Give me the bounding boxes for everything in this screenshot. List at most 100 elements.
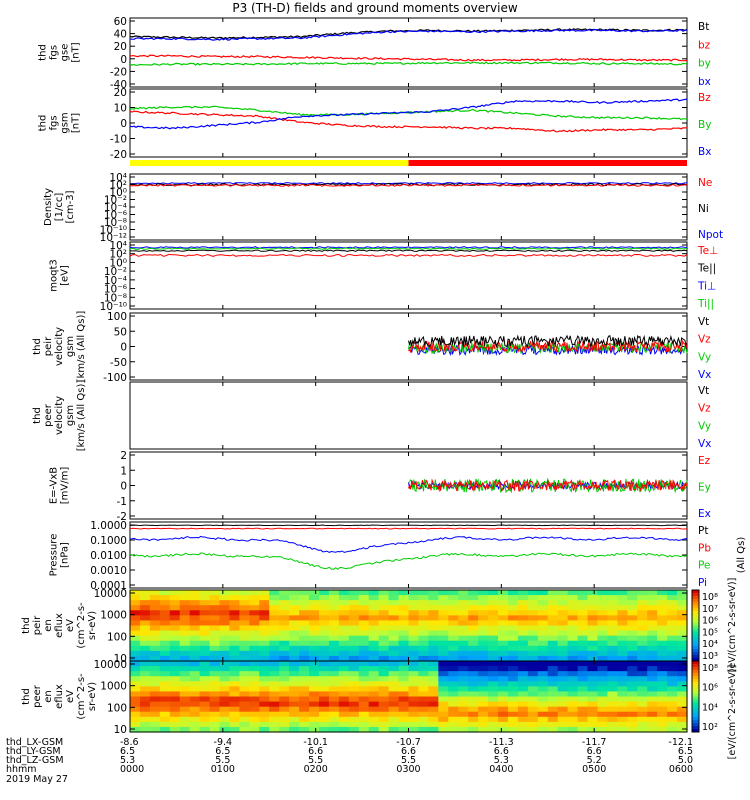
spectrogram-cell — [478, 650, 489, 657]
colorbar-tick-label: 10⁴ — [702, 702, 718, 713]
spectrogram-cell — [179, 686, 191, 693]
spectrogram-cell — [289, 686, 300, 693]
spectrogram-cell — [289, 640, 300, 647]
spectrogram-cell — [488, 666, 499, 672]
spectrogram-cell — [607, 600, 618, 606]
spectrogram-cell — [418, 600, 429, 606]
spectrogram-cell — [259, 671, 270, 677]
spectrogram-cell — [279, 696, 290, 703]
colorbar-segment — [692, 693, 699, 697]
spectrogram-cell — [318, 716, 330, 723]
spectrogram-cell — [199, 691, 211, 698]
colorbar-segment — [692, 592, 699, 597]
spectrogram-cell — [388, 676, 400, 682]
spectrogram-cell — [597, 691, 609, 698]
spectrogram-cell — [139, 625, 151, 632]
spectrogram-cell — [368, 676, 380, 682]
spectrogram-cell — [239, 691, 250, 698]
spectrogram-cell — [418, 615, 429, 622]
spectrogram-cell — [130, 681, 141, 687]
spectrogram-cell — [348, 706, 360, 713]
y-tick-label: 10⁻¹⁰ — [100, 225, 127, 237]
legend-entry: Vz — [698, 403, 711, 415]
spectrogram-cell — [179, 650, 191, 657]
colorbar-tick-label: 10² — [702, 722, 718, 733]
spectrogram-cell — [527, 610, 539, 616]
spectrogram-cell — [557, 701, 569, 708]
panel-frame — [129, 381, 688, 450]
spectrogram-cell — [299, 655, 310, 662]
spectrogram-cell — [577, 691, 589, 698]
spectrogram-cell — [229, 615, 241, 622]
y-tick-label: 1.0000 — [90, 520, 127, 532]
spectrogram-cell — [309, 610, 320, 616]
spectrogram-cell — [478, 610, 489, 616]
spectrogram-cell — [229, 620, 241, 627]
spectrogram-cell — [378, 671, 390, 677]
colorbar-segment — [692, 661, 699, 665]
spectrogram-cell — [587, 600, 599, 606]
side-label: (All Qs) — [736, 537, 747, 574]
y-tick-label: 50 — [114, 326, 127, 338]
spectrogram-cell — [388, 640, 400, 647]
spectrogram-cell — [179, 726, 191, 733]
trace-line — [408, 334, 688, 349]
spectrogram-cell — [458, 645, 469, 652]
spectrogram-cell — [229, 655, 241, 662]
spectrogram-cell — [468, 600, 479, 606]
spectrogram-cell — [468, 726, 479, 733]
spectrogram-cell — [139, 610, 151, 616]
spectrogram-cell — [677, 671, 688, 677]
spectrogram-cell — [567, 615, 579, 622]
spectrogram-cell — [627, 666, 638, 672]
spectrogram-cell — [507, 711, 519, 718]
legend-entry: Vt — [698, 385, 709, 397]
spectrogram-cell — [398, 590, 410, 596]
spectrogram-cell — [269, 701, 280, 708]
spectrogram-cell — [219, 716, 231, 723]
spectrogram-cell — [438, 686, 449, 693]
spectrogram-cell — [438, 600, 449, 606]
spectrogram-cell — [229, 671, 241, 677]
spectrogram-cell — [388, 716, 400, 723]
spectrogram-cell — [309, 706, 320, 713]
spectrogram-cell — [637, 686, 648, 693]
spectrogram-cell — [159, 595, 171, 601]
spectrogram-cell — [279, 600, 290, 606]
spectrogram-cell — [348, 605, 360, 611]
spectrogram-cell — [547, 691, 559, 698]
spectrogram-cell — [229, 645, 241, 652]
colorbar-segment — [692, 729, 699, 733]
series-By-line — [129, 105, 688, 121]
spectrogram-cell — [627, 671, 638, 677]
spectrogram-cell — [309, 661, 320, 667]
spectrogram-cell — [130, 625, 141, 632]
spectrogram-cell — [338, 696, 350, 703]
spectrogram-cell — [458, 605, 469, 611]
colorbar-segment — [692, 726, 699, 730]
spectrogram-cell — [398, 726, 410, 733]
spectrogram-cell — [567, 691, 579, 698]
spectrogram-cell — [647, 620, 658, 627]
spectrogram-cell — [388, 661, 400, 667]
spectrogram-cell — [398, 615, 410, 622]
spectrogram-cell — [289, 625, 300, 632]
spectrogram-cell — [507, 726, 519, 733]
spectrogram-cell — [130, 666, 141, 672]
spectrogram-cell — [239, 686, 250, 693]
spectrogram-cell — [378, 726, 390, 733]
spectrogram-cell — [408, 696, 420, 703]
spectrogram-cell — [368, 706, 380, 713]
spectrogram-cell — [318, 681, 330, 687]
spectrogram-cell — [557, 650, 569, 657]
spectrogram-cell — [537, 595, 549, 601]
spectrogram-cell — [647, 595, 658, 601]
spectrogram-cell — [219, 595, 231, 601]
spectrogram-cell — [557, 721, 569, 728]
legend-entry: Ti|| — [697, 298, 714, 310]
spectrogram-cell — [527, 696, 539, 703]
spectrogram-cell — [468, 661, 479, 667]
spectrogram-cell — [328, 590, 340, 596]
spectrogram-cell — [139, 696, 151, 703]
